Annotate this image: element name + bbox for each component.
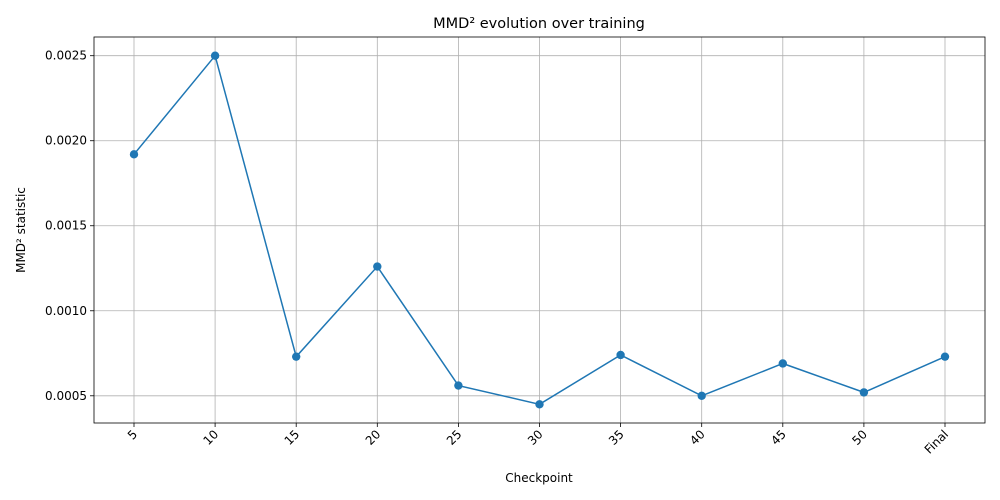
x-tick-label: 20 bbox=[363, 427, 384, 448]
y-tick-label: 0.0020 bbox=[45, 134, 87, 148]
data-point bbox=[697, 391, 706, 400]
data-point bbox=[859, 388, 869, 397]
y-tick-label: 0.0025 bbox=[45, 49, 87, 63]
axes: 5 10 15 20 25 30 35 40 45 50 Final 0.0005 0.0010 0.00… bbox=[45, 36, 986, 457]
data-point bbox=[129, 150, 139, 159]
data-point bbox=[940, 352, 950, 361]
chart-title: MMD² evolution over training bbox=[433, 16, 645, 32]
data-point bbox=[454, 381, 463, 390]
y-tick-label: 0.0010 bbox=[45, 304, 87, 318]
plot-frame bbox=[93, 36, 986, 424]
x-tick-label: Final bbox=[922, 427, 951, 456]
x-tick-label: 30 bbox=[525, 427, 546, 448]
y-axis-label: MMD² statistic bbox=[14, 187, 28, 273]
data-point bbox=[373, 262, 382, 271]
data-point bbox=[210, 51, 220, 60]
x-axis-label: Checkpoint bbox=[505, 471, 573, 485]
x-tick-label: 25 bbox=[444, 427, 465, 448]
x-tick-label: 45 bbox=[768, 427, 789, 448]
x-tick-label: 35 bbox=[606, 427, 627, 448]
y-tick-label: 0.0005 bbox=[45, 389, 87, 403]
series-group bbox=[129, 51, 950, 409]
x-tick-label: 15 bbox=[282, 427, 303, 448]
data-point bbox=[616, 350, 625, 360]
x-tick-label: 40 bbox=[687, 427, 708, 448]
x-tick-label: 5 bbox=[125, 427, 140, 442]
data-point bbox=[535, 400, 544, 409]
x-tick-label: 50 bbox=[849, 427, 870, 448]
y-tick-label: 0.0015 bbox=[45, 219, 87, 233]
grid-lines bbox=[94, 37, 985, 423]
x-tick-label: 10 bbox=[201, 427, 222, 448]
data-point bbox=[778, 359, 787, 368]
data-point bbox=[292, 352, 301, 361]
